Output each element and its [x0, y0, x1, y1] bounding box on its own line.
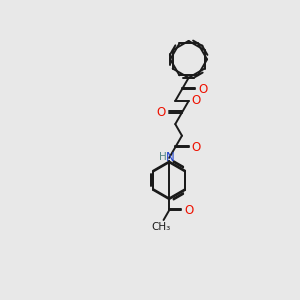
Text: O: O [191, 94, 201, 107]
Text: O: O [157, 106, 166, 119]
Text: N: N [166, 152, 175, 164]
Text: O: O [191, 141, 201, 154]
Text: O: O [184, 204, 194, 217]
Text: CH₃: CH₃ [151, 221, 170, 232]
Text: H: H [159, 152, 167, 162]
Text: O: O [198, 83, 207, 96]
